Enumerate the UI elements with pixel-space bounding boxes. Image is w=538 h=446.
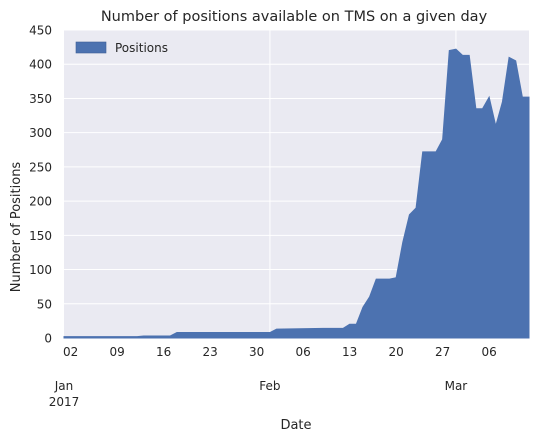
x-minor-tick-label: 30 [249,345,264,359]
y-tick-label: 250 [29,160,52,174]
legend-label: Positions [115,41,168,55]
y-tick-label: 0 [44,332,52,346]
y-tick-label: 100 [29,263,52,277]
y-tick-label: 400 [29,58,52,72]
x-minor-tick-label: 16 [156,345,171,359]
x-minor-tick-label: 09 [110,345,125,359]
y-axis-label: Number of Positions [9,162,24,293]
chart-title: Number of positions available on TMS on … [101,9,488,25]
legend-swatch [76,42,106,53]
y-tick-label: 300 [29,126,52,140]
x-minor-tick-label: 20 [389,345,404,359]
legend: Positions [76,41,168,55]
x-major-tick-sublabel: 2017 [49,395,80,409]
x-minor-tick-label: 13 [342,345,357,359]
x-minor-tick-label: 02 [63,345,78,359]
y-tick-label: 50 [37,297,52,311]
x-minor-tick-label: 06 [296,345,311,359]
y-axis: 0 50 100 150 200 250 300 350 400 450 [29,24,52,346]
x-axis: Jan 2017 Feb Mar 02 09 16 23 30 06 13 20 27 06 [49,345,497,409]
y-tick-label: 200 [29,195,52,209]
y-tick-label: 450 [29,24,52,38]
y-tick-label: 150 [29,229,52,243]
x-minor-tick-label: 06 [482,345,497,359]
x-axis-label: Date [280,418,311,433]
x-minor-tick-label: 23 [203,345,218,359]
x-major-tick-label: Jan [54,379,74,393]
x-major-tick-label: Mar [445,379,468,393]
plot-area [64,30,529,338]
x-minor-tick-label: 27 [435,345,450,359]
x-major-tick-label: Feb [259,379,280,393]
y-tick-label: 350 [29,92,52,106]
